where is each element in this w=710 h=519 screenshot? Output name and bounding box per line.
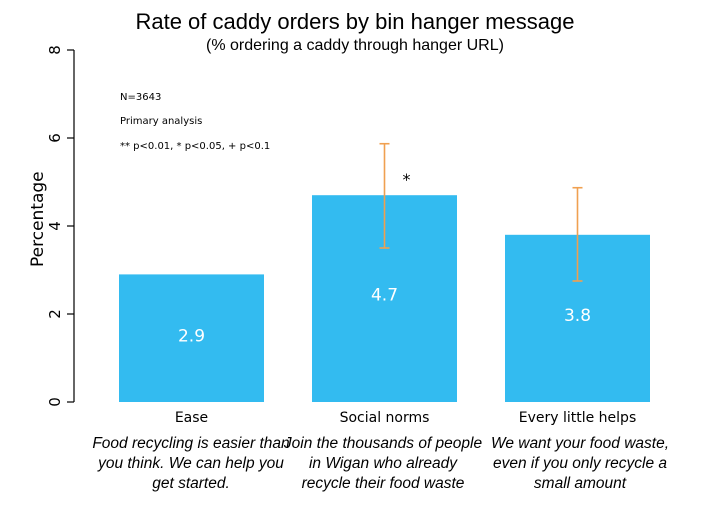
annotation-sample-size: N=3643	[120, 92, 162, 103]
y-tick-label-8: 8	[46, 45, 64, 55]
data-label-2: 3.8	[564, 306, 591, 326]
description-ease: Food recycling is easier than you think.…	[92, 435, 290, 492]
bar-0	[119, 274, 264, 402]
y-tick-label-4: 4	[46, 221, 64, 231]
chart-subtitle: (% ordering a caddy through hanger URL)	[206, 37, 504, 54]
description-every-little-helps: We want your food waste, even if you onl…	[490, 435, 670, 492]
data-label-1: 4.7	[371, 285, 398, 305]
y-tick-label-2: 2	[46, 309, 64, 319]
category-label-0: Ease	[175, 410, 208, 426]
description-social-norms: Join the thousands of people in Wigan wh…	[283, 435, 483, 492]
annotation-significance-key: ** p<0.01, * p<0.05, + p<0.1	[120, 141, 271, 152]
significance-marker-1: *	[403, 170, 411, 189]
category-label-2: Every little helps	[519, 410, 637, 426]
chart-title: Rate of caddy orders by bin hanger messa…	[135, 9, 575, 34]
data-label-0: 2.9	[178, 327, 205, 347]
y-tick-label-0: 0	[46, 397, 64, 407]
annotation-analysis: Primary analysis	[120, 116, 203, 127]
category-label-1: Social norms	[340, 410, 430, 426]
y-tick-label-6: 6	[46, 133, 64, 143]
